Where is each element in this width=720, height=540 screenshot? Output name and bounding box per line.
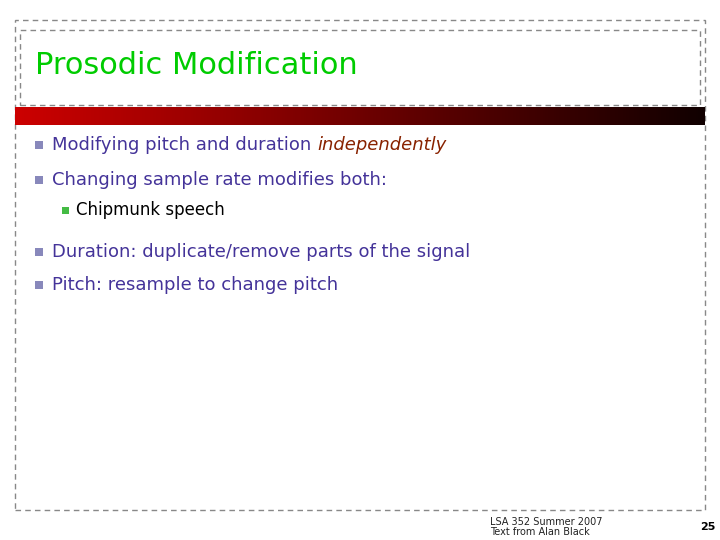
Text: independently: independently	[317, 136, 446, 154]
Text: 25: 25	[700, 522, 716, 532]
Text: Prosodic Modification: Prosodic Modification	[35, 51, 358, 79]
Text: Pitch: resample to change pitch: Pitch: resample to change pitch	[52, 276, 338, 294]
Text: Duration: duplicate/remove parts of the signal: Duration: duplicate/remove parts of the …	[52, 243, 470, 261]
FancyBboxPatch shape	[35, 281, 43, 289]
Text: LSA 352 Summer 2007: LSA 352 Summer 2007	[490, 517, 603, 527]
FancyBboxPatch shape	[35, 248, 43, 256]
Text: Text from Alan Black: Text from Alan Black	[490, 527, 590, 537]
Text: Modifying pitch and duration: Modifying pitch and duration	[52, 136, 317, 154]
Text: Changing sample rate modifies both:: Changing sample rate modifies both:	[52, 171, 387, 189]
FancyBboxPatch shape	[62, 206, 69, 213]
FancyBboxPatch shape	[35, 141, 43, 149]
Text: Chipmunk speech: Chipmunk speech	[76, 201, 225, 219]
FancyBboxPatch shape	[35, 176, 43, 184]
